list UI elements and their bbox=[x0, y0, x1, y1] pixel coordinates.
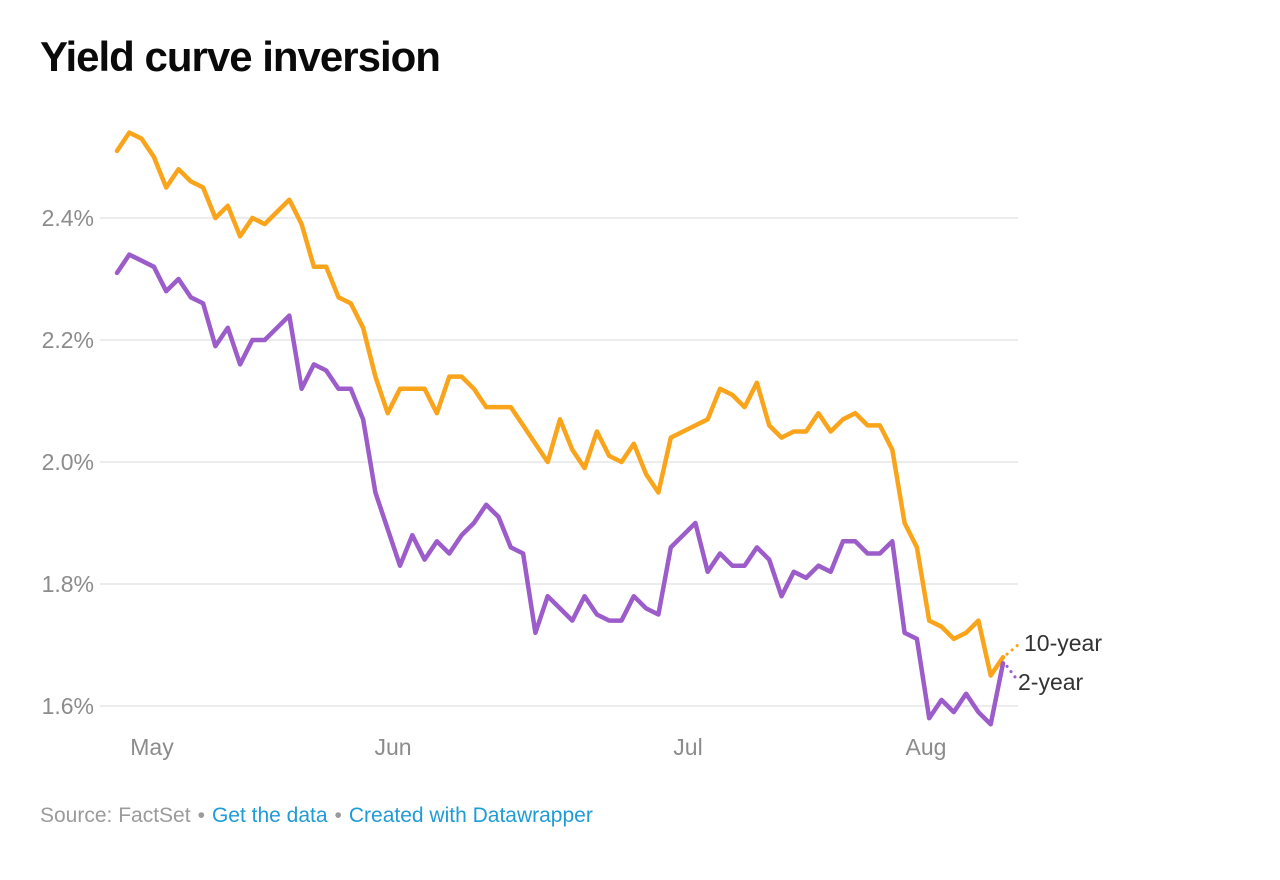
y-axis-tick-label: 2.4% bbox=[41, 205, 94, 231]
series-label-10-year: 10-year bbox=[1024, 630, 1102, 656]
x-axis-tick-label: Jul bbox=[673, 734, 703, 760]
connector-2-year bbox=[1005, 664, 1018, 680]
y-axis-tick-label: 2.0% bbox=[41, 449, 94, 475]
x-axis-tick-label: Jun bbox=[374, 734, 412, 760]
y-axis-tick-label: 2.2% bbox=[41, 327, 94, 353]
separator-dot: • bbox=[334, 804, 342, 827]
source-text: Source: FactSet bbox=[40, 804, 191, 827]
get-the-data-link[interactable]: Get the data bbox=[211, 804, 328, 827]
connector-10-year bbox=[1005, 641, 1022, 656]
y-axis-tick-label: 1.6% bbox=[41, 693, 94, 719]
datawrapper-credit-link[interactable]: Created with Datawrapper bbox=[348, 804, 593, 827]
y-axis-tick-label: 1.8% bbox=[41, 571, 94, 597]
x-axis-tick-label: Aug bbox=[905, 734, 947, 760]
x-axis-tick-label: May bbox=[130, 734, 174, 760]
separator-dot: • bbox=[197, 804, 205, 827]
chart-title: Yield curve inversion bbox=[40, 33, 441, 80]
series-label-2-year: 2-year bbox=[1018, 669, 1084, 695]
series-line-2-year bbox=[114, 252, 1006, 727]
source-line: Source: FactSet • Get the data • Created wit… bbox=[40, 803, 593, 829]
series-line-10-year bbox=[114, 130, 1006, 678]
